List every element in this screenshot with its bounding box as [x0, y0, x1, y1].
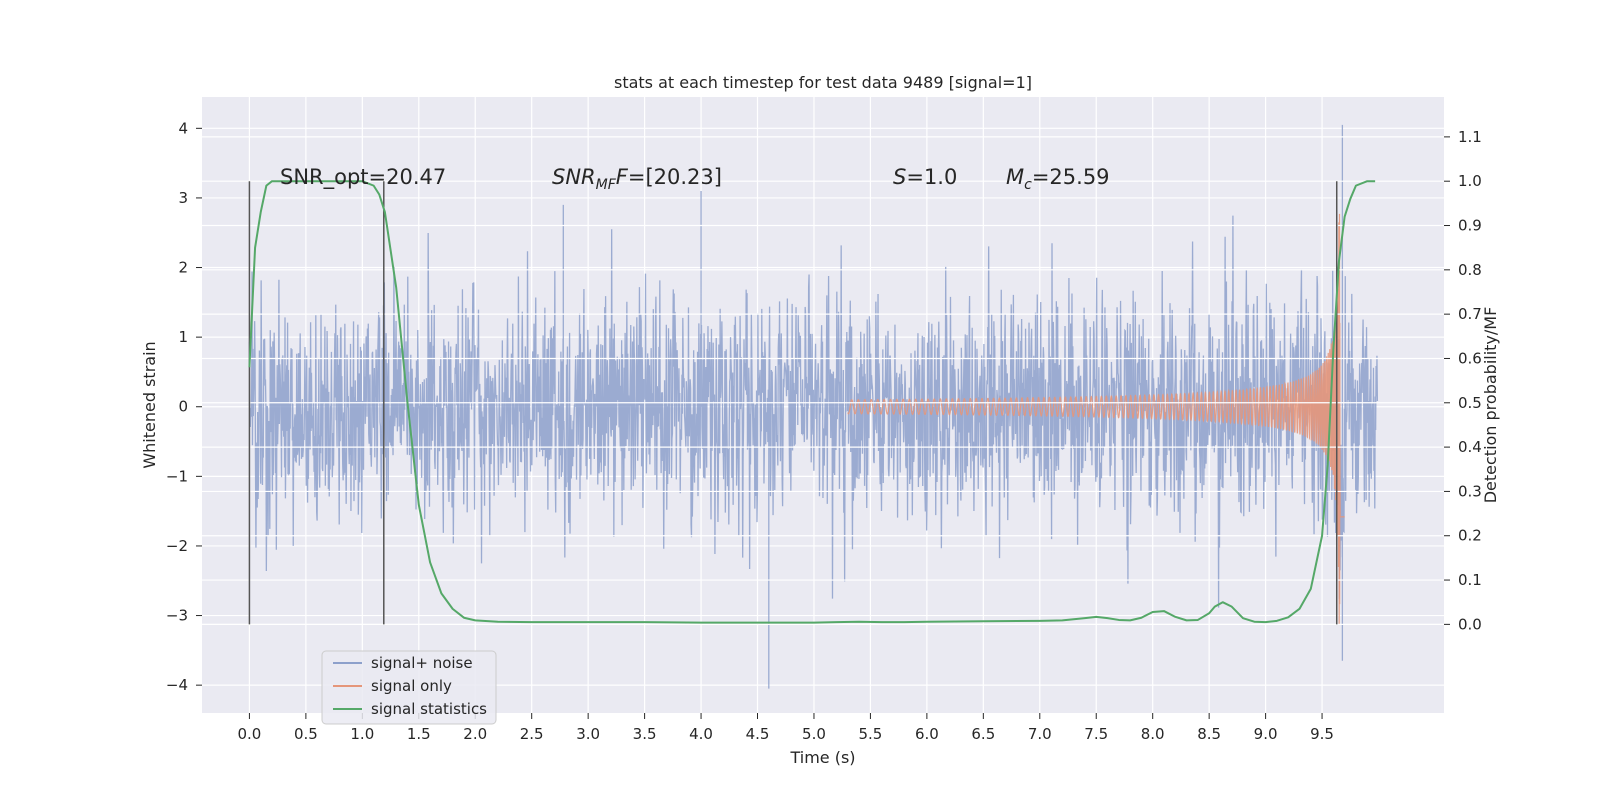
y-tick-label-right: 0.4 — [1458, 438, 1482, 456]
legend: signal+ noise signal only signal statist… — [321, 650, 497, 725]
s-symbol: S — [893, 165, 906, 189]
x-tick-label: 5.5 — [858, 725, 882, 743]
y-tick-label-left: −2 — [166, 537, 188, 555]
series-signal-noise — [248, 124, 1379, 689]
signal-noise-trace — [248, 124, 1379, 689]
x-tick-label: 0.0 — [237, 725, 261, 743]
y-tick-label-right: 0.3 — [1458, 482, 1482, 500]
y-tick-label-right: 0.5 — [1458, 394, 1482, 412]
annotation-snr-opt: SNR_opt=20.47 — [280, 165, 446, 190]
x-tick-label: 4.0 — [689, 725, 713, 743]
y-tick-label-right: 0.7 — [1458, 305, 1482, 323]
legend-label-signal-noise: signal+ noise — [371, 654, 473, 672]
y-tick-label-left: 0 — [178, 398, 188, 416]
y-ticks-right: 1.1 1.0 0.9 0.8 0.7 0.6 0.5 0.4 0.3 0.2 0.1 0.0 — [1444, 128, 1482, 633]
x-tick-label: 9.0 — [1254, 725, 1278, 743]
snr-mf-symbol: SNR — [552, 165, 596, 189]
legend-label-signal-statistics: signal statistics — [371, 700, 487, 718]
right-grid — [202, 136, 1444, 625]
series-signal-statistics — [248, 180, 1376, 624]
x-tick-label: 1.5 — [407, 725, 431, 743]
x-tick-label: 2.5 — [520, 725, 544, 743]
x-tick-label: 5.0 — [802, 725, 826, 743]
mc-value: =25.59 — [1032, 165, 1110, 189]
mc-subscript: c — [1024, 177, 1032, 193]
y-tick-label-right: 1.1 — [1458, 128, 1482, 146]
y-tick-label-left: −4 — [166, 676, 188, 694]
vertical-markers — [248, 181, 1338, 625]
signal-statistics-line — [248, 180, 1376, 624]
y-tick-label-right: 0.2 — [1458, 527, 1482, 545]
x-tick-label: 1.0 — [350, 725, 374, 743]
x-tick-label: 8.5 — [1197, 725, 1221, 743]
y-tick-label-left: 4 — [178, 119, 188, 137]
x-tick-label: 6.5 — [971, 725, 995, 743]
x-tick-label: 3.5 — [633, 725, 657, 743]
x-tick-label: 8.0 — [1141, 725, 1165, 743]
y-tick-label-left: 1 — [178, 328, 188, 346]
y-tick-label-left: −3 — [166, 607, 188, 625]
x-tick-label: 7.5 — [1084, 725, 1108, 743]
y-tick-label-left: −1 — [166, 467, 188, 485]
chart-title: stats at each timestep for test data 948… — [614, 73, 1032, 92]
annotation-snr-mf: SNRMFF=[20.23] — [552, 165, 722, 193]
y-tick-label-right: 0.6 — [1458, 349, 1482, 367]
annotation-mc: Mc=25.59 — [1006, 165, 1110, 193]
y-axis-label-left: Whitened strain — [140, 341, 159, 468]
annotation-s: S=1.0 — [893, 165, 957, 189]
mc-symbol: M — [1006, 165, 1024, 189]
x-tick-label: 4.5 — [746, 725, 770, 743]
s-value: =1.0 — [906, 165, 957, 189]
signal-only-trace — [847, 213, 1345, 625]
x-tick-label: 9.5 — [1310, 725, 1334, 743]
snr-mf-subscript: MF — [596, 177, 617, 193]
y-tick-label-left: 2 — [178, 259, 188, 277]
y-tick-label-left: 3 — [178, 189, 188, 207]
y-axis-label-right: Detection probability/MF — [1481, 307, 1500, 504]
y-tick-label-right: 1.0 — [1458, 172, 1482, 190]
x-axis-label: Time (s) — [789, 748, 855, 767]
y-tick-label-right: 0.0 — [1458, 615, 1482, 633]
y-ticks-left: 4 3 2 1 0 −1 −2 −3 −4 — [166, 119, 202, 694]
legend-label-signal-only: signal only — [371, 677, 452, 695]
y-tick-label-right: 0.1 — [1458, 571, 1482, 589]
x-tick-label: 2.0 — [463, 725, 487, 743]
x-tick-label: 3.0 — [576, 725, 600, 743]
legend-box — [321, 650, 497, 725]
snr-mf-value: =[20.23] — [628, 165, 722, 189]
y-tick-label-right: 0.8 — [1458, 261, 1482, 279]
series-signal-only — [847, 213, 1345, 625]
x-tick-label: 0.5 — [294, 725, 318, 743]
y-tick-label-right: 0.9 — [1458, 217, 1482, 235]
x-tick-label: 6.0 — [915, 725, 939, 743]
x-tick-label: 7.0 — [1028, 725, 1052, 743]
x-ticks: 0.0 0.5 1.0 1.5 2.0 2.5 3.0 3.5 4.0 4.5 5.0 5.5 6.0 6… — [237, 713, 1334, 743]
